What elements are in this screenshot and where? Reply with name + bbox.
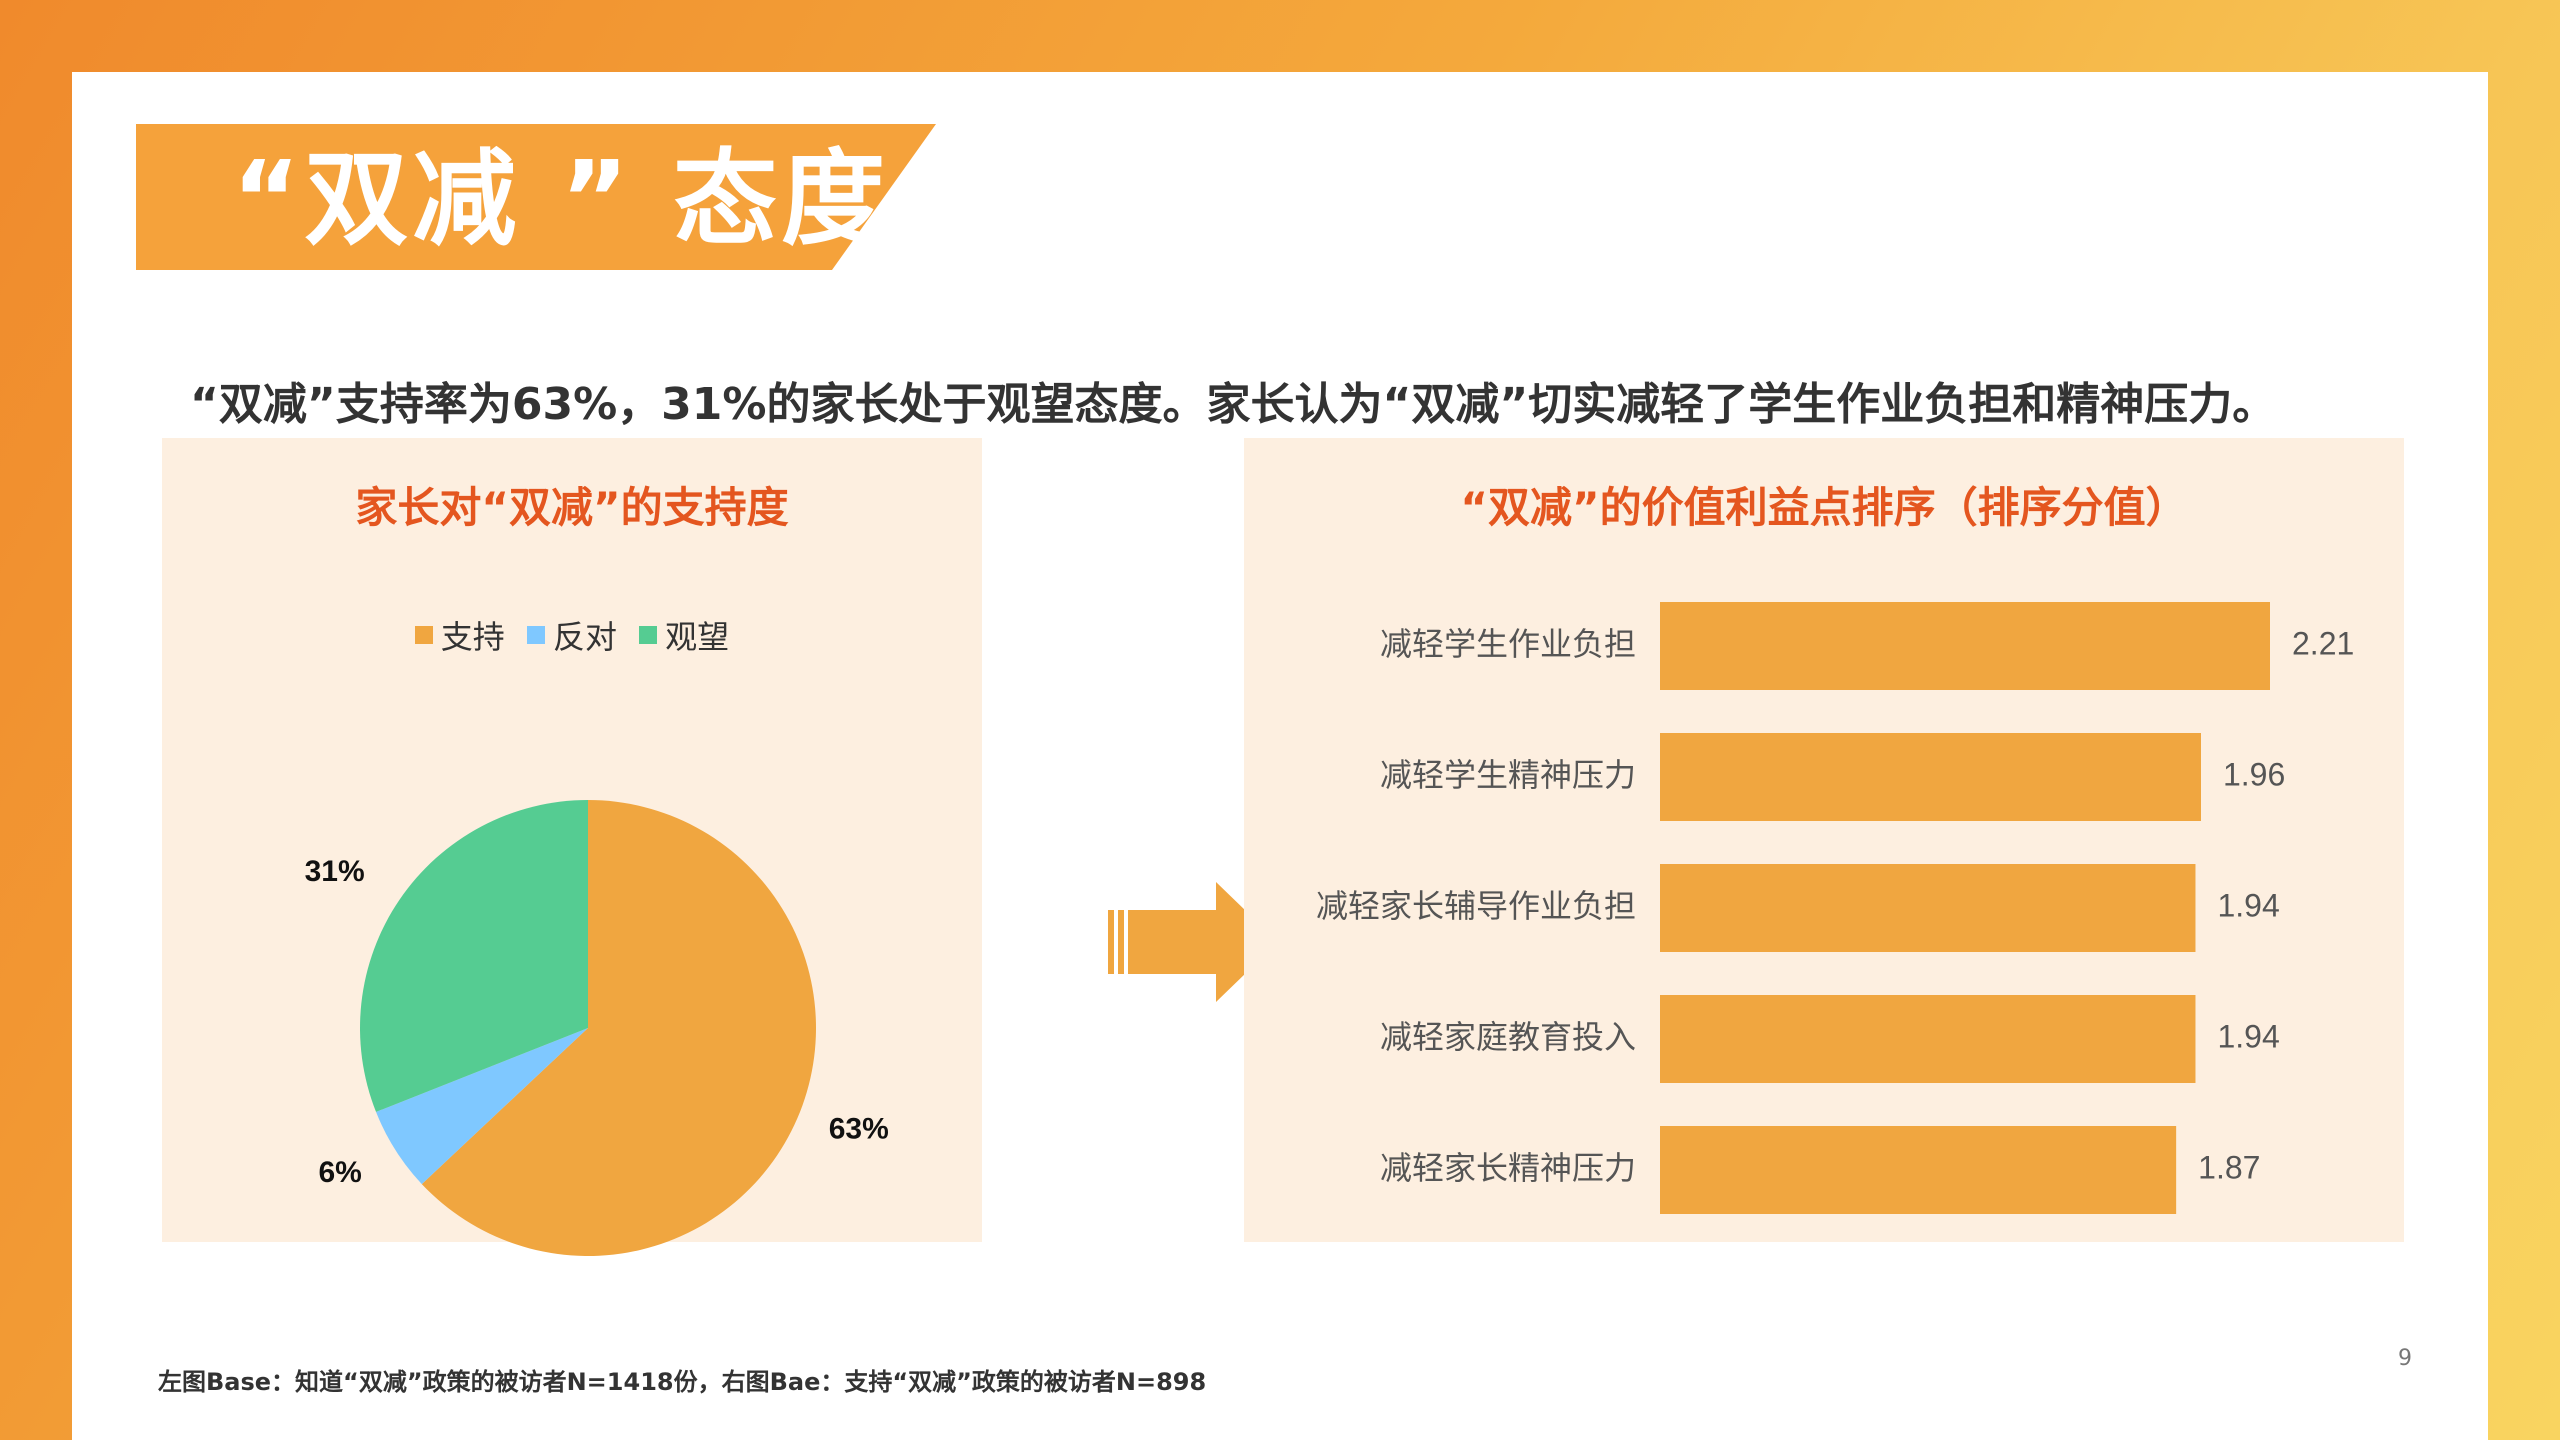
bar-category-label-4: 减轻家长精神压力 xyxy=(1380,1149,1636,1187)
bar-1 xyxy=(1660,733,2201,821)
page-number: 9 xyxy=(2398,1346,2412,1371)
legend-swatch-oppose xyxy=(526,626,545,644)
pie-slice-0 xyxy=(421,800,816,1256)
pie-chart: 63% 6% 31% xyxy=(305,800,889,1256)
bar-category-label-0: 减轻学生作业负担 xyxy=(1380,625,1636,663)
pie-label-1: 6% xyxy=(318,1156,361,1189)
pie-chart-title: 家长对“双减”的支持度 xyxy=(355,483,789,532)
bar-value-label-4: 1.87 xyxy=(2198,1149,2260,1185)
bar-value-label-0: 2.21 xyxy=(2292,625,2354,661)
legend-label-wait: 观望 xyxy=(665,618,730,656)
legend-label-oppose: 反对 xyxy=(552,618,617,656)
subtitle: “双减”支持率为63%，31%的家长处于观望态度。家长认为“双减”切实减轻了学生… xyxy=(190,379,2277,430)
pie-legend: 支持 反对 观望 xyxy=(162,612,982,658)
bar-category-label-2: 减轻家长辅导作业负担 xyxy=(1316,887,1636,925)
pie-slice-1 xyxy=(376,1028,588,1185)
pie-slice-2 xyxy=(360,800,588,1112)
page-title: “双减 ” 态度 xyxy=(232,138,890,260)
footnote: 左图Base：知道“双减”政策的被访者N=1418份，右图Bae：支持“双减”政… xyxy=(158,1368,1207,1396)
bar-2 xyxy=(1660,864,2196,952)
slide: “双减 ” 态度 “双减”支持率为63%，31%的家长处于观望态度。家长认为“双… xyxy=(72,72,2488,1440)
legend-item-oppose: 反对 xyxy=(526,612,617,658)
pie-label-2: 31% xyxy=(305,855,365,888)
bar-4 xyxy=(1660,1126,2177,1214)
legend-swatch-support xyxy=(414,626,433,644)
legend-item-support: 支持 xyxy=(414,612,505,658)
bar-value-label-3: 1.94 xyxy=(2217,1018,2279,1054)
legend-swatch-wait xyxy=(639,626,658,644)
title-banner xyxy=(136,124,936,270)
pie-panel: 家长对“双减”的支持度 支持 反对 观望 63% 6% 31% xyxy=(162,438,982,1256)
bar-panel: “双减”的价值利益点排序（排序分值） 减轻学生作业负担 2.21 减轻学生精神压力 1… xyxy=(1244,438,2404,1242)
pie-label-0: 63% xyxy=(829,1112,889,1145)
arrow-right-icon xyxy=(1108,882,1278,1002)
legend-item-wait: 观望 xyxy=(639,612,729,658)
bar-0 xyxy=(1660,602,2270,690)
bar-value-label-2: 1.94 xyxy=(2217,887,2279,923)
legend-label-support: 支持 xyxy=(440,618,505,656)
bar-category-label-1: 减轻学生精神压力 xyxy=(1380,756,1636,794)
bar-category-label-3: 减轻家庭教育投入 xyxy=(1380,1018,1636,1056)
bar-chart-title: “双减”的价值利益点排序（排序分值） xyxy=(1460,483,2188,532)
bar-3 xyxy=(1660,995,2196,1083)
bar-value-label-1: 1.96 xyxy=(2223,756,2285,792)
bar-chart: 减轻学生作业负担 2.21 减轻学生精神压力 1.96 减轻家长辅导作业负担 1.94 减轻… xyxy=(1316,602,2354,1214)
